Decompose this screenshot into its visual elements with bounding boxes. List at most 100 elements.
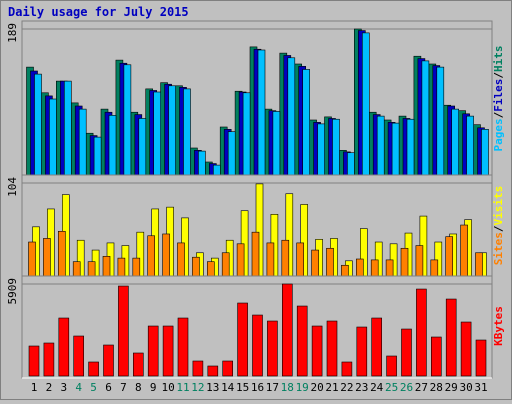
y-tick-label: 104	[6, 177, 19, 197]
bar	[147, 235, 155, 277]
bar	[460, 321, 472, 377]
bar	[87, 261, 96, 277]
legend-separator: /	[492, 225, 505, 232]
x-tick-label: 23	[355, 381, 368, 394]
bar	[43, 342, 55, 377]
x-tick-label: 13	[206, 381, 219, 394]
bar	[49, 98, 57, 177]
bar	[198, 150, 206, 177]
legend: KBytes	[492, 306, 505, 346]
bar	[177, 317, 189, 377]
x-tick-label: 22	[340, 381, 353, 394]
bar	[93, 136, 102, 177]
bar	[281, 283, 293, 377]
bar	[153, 91, 161, 177]
bar	[475, 339, 487, 377]
bar	[28, 345, 40, 377]
bar	[102, 256, 111, 277]
bar	[73, 335, 84, 377]
bar	[103, 344, 114, 377]
bar	[445, 236, 454, 277]
legend-entry: Hits	[492, 46, 505, 73]
bar	[257, 49, 266, 177]
bar	[287, 57, 296, 177]
x-tick-label: 26	[400, 381, 413, 394]
bar	[118, 285, 129, 377]
y-tick-label: 5909	[6, 278, 19, 305]
bar	[34, 73, 42, 177]
x-tick-label: 24	[370, 381, 384, 394]
x-tick-label: 28	[430, 381, 443, 394]
x-tick-label: 5	[90, 381, 97, 394]
x-tick-label: 31	[474, 381, 487, 394]
bar	[207, 261, 215, 277]
x-tick-label: 1	[31, 381, 38, 394]
bar	[242, 92, 251, 177]
x-tick-label: 30	[459, 381, 472, 394]
x-tick-label: 3	[60, 381, 67, 394]
x-tick-label: 19	[296, 381, 309, 394]
bar	[415, 245, 424, 277]
bar	[207, 365, 219, 377]
bar	[311, 325, 323, 377]
bar	[138, 118, 147, 177]
bar	[416, 288, 427, 377]
bar	[192, 360, 204, 377]
legend-entry: Visits	[492, 186, 505, 226]
x-tick-label: 15	[236, 381, 249, 394]
bar	[147, 325, 159, 377]
x-tick-label: 12	[191, 381, 204, 394]
bar	[430, 259, 439, 277]
x-tick-label: 8	[135, 381, 142, 394]
bar	[326, 247, 334, 277]
x-tick-label: 16	[251, 381, 264, 394]
y-tick-label: 189	[6, 23, 19, 43]
bar	[43, 238, 51, 277]
bar	[385, 259, 394, 277]
bar	[311, 249, 319, 277]
x-tick-label: 20	[310, 381, 323, 394]
x-tick-label: 25	[385, 381, 398, 394]
bar	[272, 111, 281, 177]
x-tick-label: 6	[105, 381, 112, 394]
bar	[475, 252, 483, 277]
bar	[117, 257, 126, 277]
bar	[355, 258, 364, 277]
bar	[252, 314, 263, 377]
bar	[133, 352, 144, 377]
bar	[64, 80, 72, 177]
bar	[466, 115, 474, 177]
bar	[251, 231, 260, 277]
bar	[266, 242, 275, 277]
bar	[400, 247, 409, 277]
bar	[236, 243, 245, 277]
bar	[108, 115, 117, 177]
bar	[376, 115, 385, 177]
legend-entry: Files	[492, 79, 505, 112]
bar	[386, 355, 397, 377]
bar	[267, 320, 278, 377]
x-tick-label: 2	[46, 381, 53, 394]
bar	[88, 361, 99, 377]
bar	[341, 361, 353, 377]
bar	[227, 131, 236, 177]
bar	[371, 317, 383, 377]
x-tick-label: 4	[75, 381, 82, 394]
legend-entry: Pages	[492, 118, 505, 151]
bar	[451, 108, 460, 177]
bar	[237, 302, 248, 377]
bar	[421, 60, 430, 177]
bar	[302, 69, 311, 177]
bar	[72, 261, 81, 277]
bar	[436, 66, 445, 177]
bar	[370, 259, 379, 277]
x-tick-label: 17	[266, 381, 279, 394]
bar	[460, 224, 468, 277]
bar	[296, 242, 305, 277]
bar	[162, 233, 170, 277]
bar	[401, 328, 412, 377]
bar	[361, 32, 370, 177]
bar	[430, 336, 442, 377]
bar	[221, 252, 230, 277]
